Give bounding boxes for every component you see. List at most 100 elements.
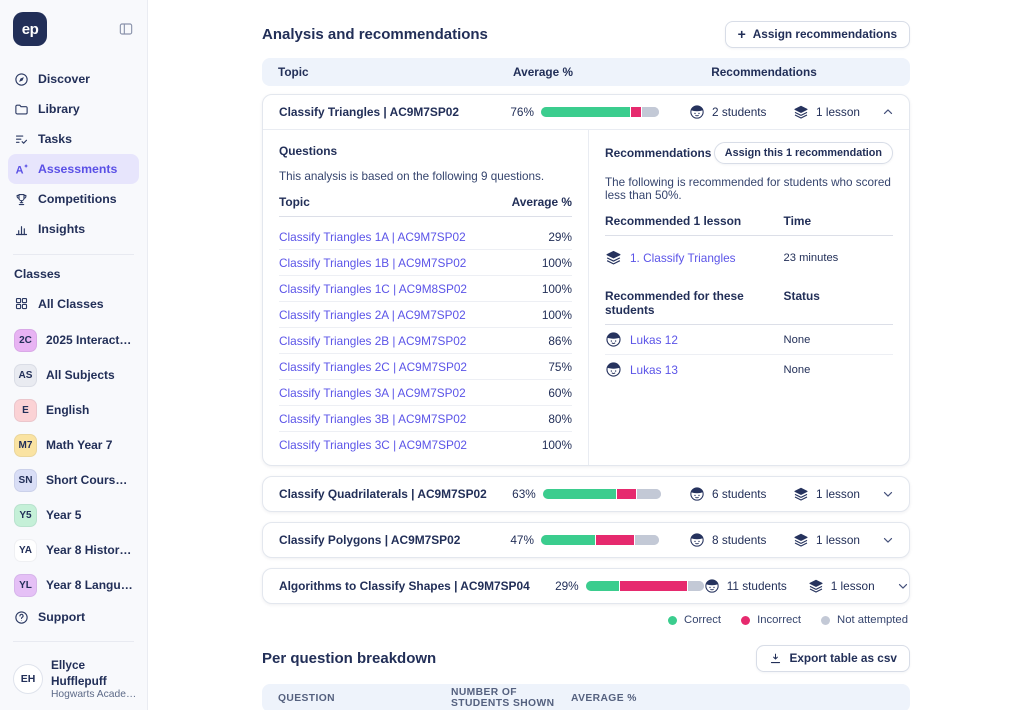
- question-average: 100%: [541, 255, 572, 270]
- topic-row[interactable]: Classify Triangles | AC9M7SP02 76% 2 stude…: [263, 95, 909, 129]
- recommended-lesson-link[interactable]: 1. Classify Triangles: [630, 250, 736, 265]
- panel-collapse-icon[interactable]: [118, 21, 134, 37]
- sidebar-item-assessments[interactable]: A ✦ Assessments: [8, 154, 139, 184]
- question-average: 100%: [541, 281, 572, 296]
- chevron-down-icon[interactable]: [877, 533, 895, 547]
- sidebar-class-m7[interactable]: M7 Math Year 7: [0, 428, 147, 463]
- topic-row[interactable]: Algorithms to Classify Shapes | AC9M7SP0…: [263, 569, 909, 603]
- sidebar-class-as[interactable]: AS All Subjects: [0, 358, 147, 393]
- topic-detail: Questions This analysis is based on the f…: [263, 129, 909, 465]
- question-link[interactable]: Classify Triangles 1B | AC9M7SP02: [279, 255, 467, 270]
- student-face-icon: [689, 104, 705, 120]
- incorrect-segment: [630, 107, 643, 117]
- sidebar-item-insights[interactable]: Insights: [8, 214, 139, 244]
- divider: [13, 641, 134, 643]
- sidebar-class-sn[interactable]: SN Short Course Numer...: [0, 463, 147, 498]
- question-row: Classify Triangles 3A | AC9M7SP02 60%: [279, 380, 572, 406]
- recommendations-description: The following is recommended for student…: [605, 176, 891, 202]
- bar-chart-icon: [14, 222, 29, 237]
- question-row: Classify Triangles 3C | AC9M7SP02 100%: [279, 432, 572, 457]
- compass-icon: [14, 72, 29, 87]
- student-link[interactable]: Lukas 13: [630, 362, 678, 377]
- question-link[interactable]: Classify Triangles 2A | AC9M7SP02: [279, 307, 466, 322]
- chevron-up-icon[interactable]: [877, 105, 895, 119]
- export-csv-button[interactable]: Export table as csv: [756, 644, 910, 672]
- topic-name: Algorithms to Classify Shapes | AC9M7SP0…: [279, 579, 530, 593]
- ep-logo[interactable]: ep: [13, 12, 47, 46]
- sidebar-class-y5[interactable]: Y5 Year 5: [0, 498, 147, 533]
- sidebar-item-discover[interactable]: Discover: [8, 64, 139, 94]
- question-average: 60%: [548, 385, 572, 400]
- student-face-icon: [704, 578, 720, 594]
- sidebar-class-yl[interactable]: YL Year 8 Languages: [0, 568, 147, 603]
- user-profile[interactable]: EH Ellyce Hufflepuff Hogwarts Academy, Q…: [0, 652, 147, 700]
- question-row: Classify Triangles 1A | AC9M7SP02 29%: [279, 224, 572, 250]
- question-link[interactable]: Classify Triangles 2B | AC9M7SP02: [279, 333, 467, 348]
- score-bar: [541, 107, 659, 117]
- question-average: 100%: [541, 437, 572, 452]
- topic-row[interactable]: Classify Polygons | AC9M7SP02 47% 8 studen…: [263, 523, 909, 557]
- question-link[interactable]: Classify Triangles 1C | AC9M8SP02: [279, 281, 467, 296]
- student-face-icon: [689, 486, 705, 502]
- column-header-topic: Topic: [278, 65, 309, 79]
- sidebar-item-competitions[interactable]: Competitions: [8, 184, 139, 214]
- class-badge: Y5: [14, 503, 37, 527]
- lessons-icon: [793, 104, 809, 120]
- classes-heading: Classes: [14, 266, 61, 281]
- question-link[interactable]: Classify Triangles 1A | AC9M7SP02: [279, 229, 466, 244]
- sidebar: ep Discover Library Tasks A ✦ Assessments Comp…: [0, 0, 148, 710]
- correct-segment: [541, 535, 597, 545]
- question-col-topic: Topic: [279, 195, 310, 209]
- sidebar-item-all-classes[interactable]: All Classes: [8, 289, 139, 319]
- svg-text:A: A: [16, 164, 24, 176]
- class-label: Year 5: [46, 508, 82, 523]
- chevron-down-icon[interactable]: [877, 487, 895, 501]
- question-circle-icon: [14, 610, 29, 625]
- main-area: Analysis and recommendations + Assign re…: [148, 0, 1024, 710]
- incorrect-segment: [596, 535, 636, 545]
- class-badge: M7: [14, 433, 37, 457]
- topic-card-classify-quadrilaterals: Classify Quadrilaterals | AC9M7SP02 63% 6 …: [262, 476, 910, 512]
- student-link[interactable]: Lukas 12: [630, 332, 678, 347]
- sidebar-class-ya[interactable]: YA Year 8 History A: [0, 533, 147, 568]
- question-row: Classify Triangles 2B | AC9M7SP02 86%: [279, 328, 572, 354]
- folder-icon: [14, 102, 29, 117]
- status-header: Status: [783, 289, 820, 303]
- lessons-icon: [793, 486, 809, 502]
- topic-average: 29%: [555, 579, 579, 593]
- sidebar-class-2c[interactable]: 2C 2025 Interactive class: [0, 323, 147, 358]
- question-link[interactable]: Classify Triangles 3B | AC9M7SP02: [279, 411, 467, 426]
- assign-this-recommendation-button[interactable]: Assign this 1 recommendation: [713, 142, 893, 164]
- topic-name: Classify Polygons | AC9M7SP02: [279, 533, 461, 547]
- divider: [13, 254, 134, 255]
- question-row: Classify Triangles 2A | AC9M7SP02 100%: [279, 302, 572, 328]
- incorrect-segment: [617, 489, 638, 499]
- sidebar-item-support[interactable]: Support: [8, 603, 139, 631]
- column-header-question: QUESTION: [278, 692, 335, 704]
- topic-name: Classify Triangles | AC9M7SP02: [279, 105, 460, 119]
- breakdown-table-header: QUESTION NUMBER OF STUDENTS SHOWN AVERAG…: [262, 684, 910, 710]
- breakdown-title: Per question breakdown: [262, 649, 437, 667]
- topic-card-classify-polygons: Classify Polygons | AC9M7SP02 47% 8 studen…: [262, 522, 910, 558]
- sidebar-item-tasks[interactable]: Tasks: [8, 124, 139, 154]
- assign-recommendations-button[interactable]: + Assign recommendations: [724, 20, 910, 48]
- class-label: Short Course Numer...: [46, 473, 133, 488]
- support-label: Support: [38, 610, 86, 625]
- topic-name: Classify Quadrilaterals | AC9M7SP02: [279, 487, 487, 501]
- sidebar-item-library[interactable]: Library: [8, 94, 139, 124]
- topic-row[interactable]: Classify Quadrilaterals | AC9M7SP02 63% 6 …: [263, 477, 909, 511]
- legend-dot: [668, 615, 678, 625]
- all-classes-label: All Classes: [38, 296, 104, 311]
- question-link[interactable]: Classify Triangles 2C | AC9M7SP02: [279, 359, 467, 374]
- question-link[interactable]: Classify Triangles 3C | AC9M7SP02: [279, 437, 467, 452]
- sidebar-item-label: Discover: [38, 72, 90, 86]
- question-link[interactable]: Classify Triangles 3A | AC9M7SP02: [279, 385, 466, 400]
- class-label: Year 8 Languages: [46, 578, 133, 593]
- student-row: Lukas 12 None: [605, 325, 893, 355]
- score-bar: [542, 489, 661, 499]
- chevron-down-icon[interactable]: [892, 579, 910, 593]
- tasks-icon: [14, 132, 29, 147]
- sidebar-class-e[interactable]: E English: [0, 393, 147, 428]
- question-average: 86%: [548, 333, 572, 348]
